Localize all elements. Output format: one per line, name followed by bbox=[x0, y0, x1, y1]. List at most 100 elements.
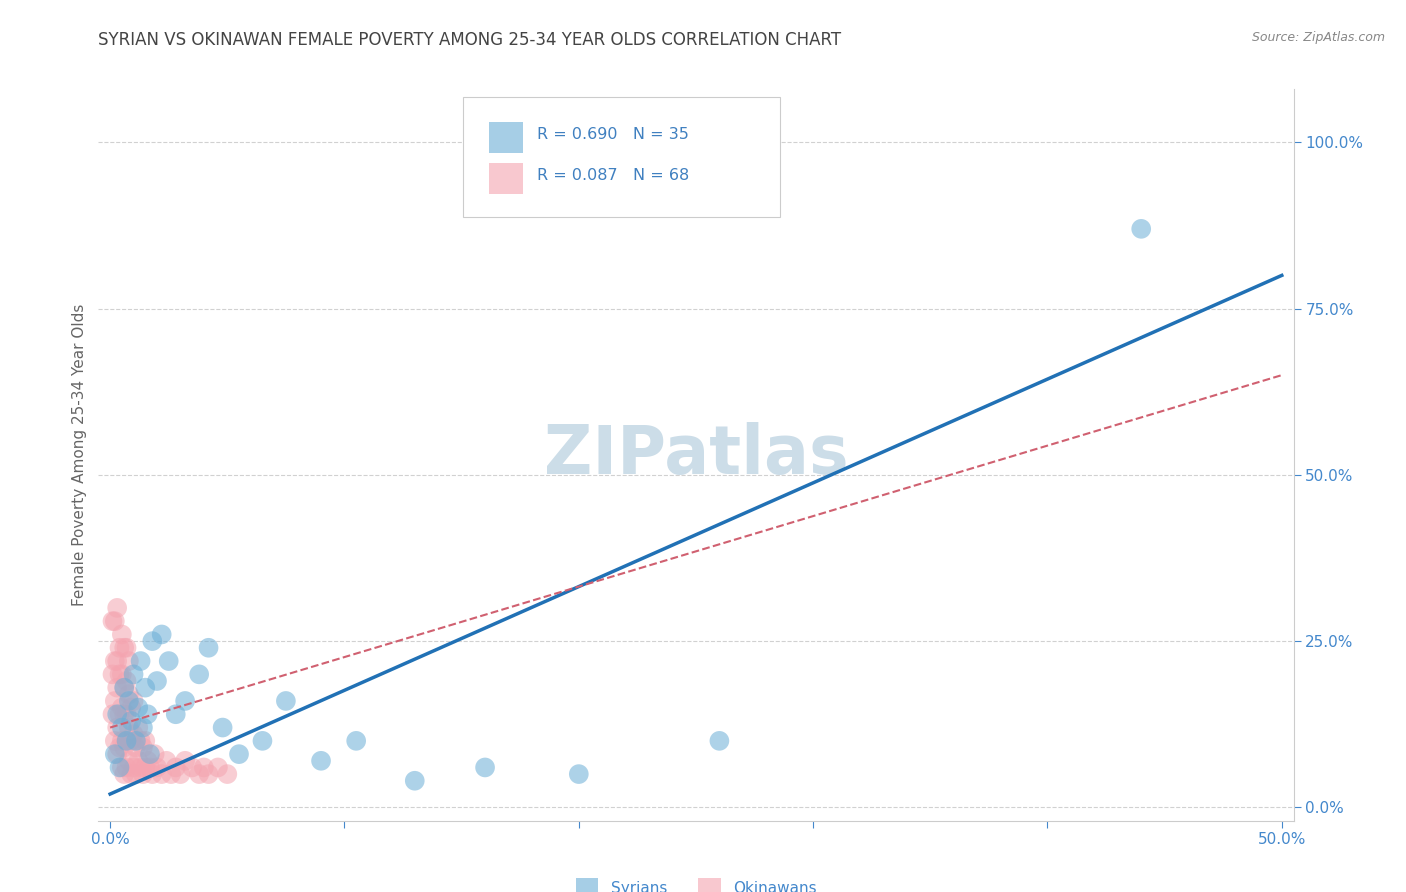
Point bbox=[1130, 222, 1153, 236]
Y-axis label: Female Poverty Among 25-34 Year Olds: Female Poverty Among 25-34 Year Olds bbox=[72, 304, 87, 606]
Point bbox=[136, 754, 159, 768]
Point bbox=[174, 694, 197, 708]
Point bbox=[122, 694, 145, 708]
Point bbox=[344, 734, 367, 748]
Point bbox=[217, 767, 239, 781]
Point bbox=[111, 760, 134, 774]
Point bbox=[141, 634, 163, 648]
Point bbox=[188, 767, 211, 781]
Point bbox=[136, 707, 159, 722]
Point bbox=[165, 707, 187, 722]
Point bbox=[132, 721, 155, 735]
Point bbox=[120, 734, 142, 748]
Point bbox=[193, 760, 215, 774]
Point bbox=[115, 673, 138, 688]
Point bbox=[160, 767, 183, 781]
Point bbox=[228, 747, 250, 761]
Point bbox=[104, 614, 127, 628]
Point bbox=[108, 740, 131, 755]
Point bbox=[188, 667, 211, 681]
Point bbox=[118, 687, 141, 701]
Point bbox=[104, 734, 127, 748]
Point bbox=[139, 747, 162, 761]
Point bbox=[150, 767, 173, 781]
Point bbox=[118, 754, 141, 768]
Text: R = 0.690   N = 35: R = 0.690 N = 35 bbox=[537, 127, 689, 142]
Point bbox=[112, 740, 135, 755]
Point bbox=[115, 734, 138, 748]
Point bbox=[108, 640, 131, 655]
Point bbox=[181, 760, 204, 774]
Point bbox=[132, 740, 155, 755]
Point bbox=[141, 767, 163, 781]
Point bbox=[129, 760, 152, 774]
Point bbox=[108, 707, 131, 722]
Point bbox=[111, 700, 134, 714]
Point bbox=[104, 654, 127, 668]
Point bbox=[120, 700, 142, 714]
Point bbox=[127, 721, 149, 735]
Point bbox=[129, 654, 152, 668]
Point bbox=[143, 747, 166, 761]
Point bbox=[211, 721, 233, 735]
Point bbox=[112, 681, 135, 695]
Point bbox=[122, 760, 145, 774]
Point bbox=[112, 681, 135, 695]
FancyBboxPatch shape bbox=[489, 122, 523, 153]
Point bbox=[146, 673, 169, 688]
Point bbox=[112, 767, 135, 781]
Text: Source: ZipAtlas.com: Source: ZipAtlas.com bbox=[1251, 31, 1385, 45]
Point bbox=[169, 767, 191, 781]
Point bbox=[274, 694, 297, 708]
Point bbox=[115, 734, 138, 748]
Point bbox=[101, 707, 124, 722]
Point bbox=[125, 734, 148, 748]
Point bbox=[111, 721, 134, 735]
Point bbox=[132, 767, 155, 781]
Point bbox=[122, 667, 145, 681]
Point bbox=[101, 614, 124, 628]
Point bbox=[120, 714, 142, 728]
Point bbox=[118, 721, 141, 735]
Point bbox=[122, 727, 145, 741]
Point bbox=[118, 654, 141, 668]
Point bbox=[112, 707, 135, 722]
Point bbox=[134, 734, 156, 748]
Point bbox=[105, 707, 128, 722]
Point bbox=[197, 767, 219, 781]
Point bbox=[105, 747, 128, 761]
Point bbox=[125, 740, 148, 755]
Point bbox=[207, 760, 229, 774]
Point bbox=[127, 754, 149, 768]
Point bbox=[108, 760, 131, 774]
Point bbox=[129, 734, 152, 748]
Point bbox=[404, 773, 426, 788]
Point bbox=[120, 767, 142, 781]
Point bbox=[115, 640, 138, 655]
Point bbox=[118, 694, 141, 708]
Point bbox=[115, 707, 138, 722]
Point bbox=[134, 760, 156, 774]
FancyBboxPatch shape bbox=[463, 96, 779, 218]
Text: SYRIAN VS OKINAWAN FEMALE POVERTY AMONG 25-34 YEAR OLDS CORRELATION CHART: SYRIAN VS OKINAWAN FEMALE POVERTY AMONG … bbox=[98, 31, 842, 49]
Point bbox=[125, 767, 148, 781]
Point bbox=[104, 747, 127, 761]
Point bbox=[252, 734, 274, 748]
Point bbox=[146, 760, 169, 774]
Point bbox=[127, 700, 149, 714]
FancyBboxPatch shape bbox=[489, 163, 523, 194]
Point bbox=[112, 640, 135, 655]
Point bbox=[709, 734, 731, 748]
Point bbox=[105, 721, 128, 735]
Point bbox=[101, 667, 124, 681]
Point bbox=[115, 760, 138, 774]
Point bbox=[197, 640, 219, 655]
Point bbox=[157, 654, 180, 668]
Point bbox=[309, 754, 332, 768]
Point bbox=[111, 627, 134, 641]
Point bbox=[105, 600, 128, 615]
Point bbox=[155, 754, 177, 768]
Point bbox=[165, 760, 187, 774]
Legend: Syrians, Okinawans: Syrians, Okinawans bbox=[569, 872, 823, 892]
Point bbox=[568, 767, 591, 781]
